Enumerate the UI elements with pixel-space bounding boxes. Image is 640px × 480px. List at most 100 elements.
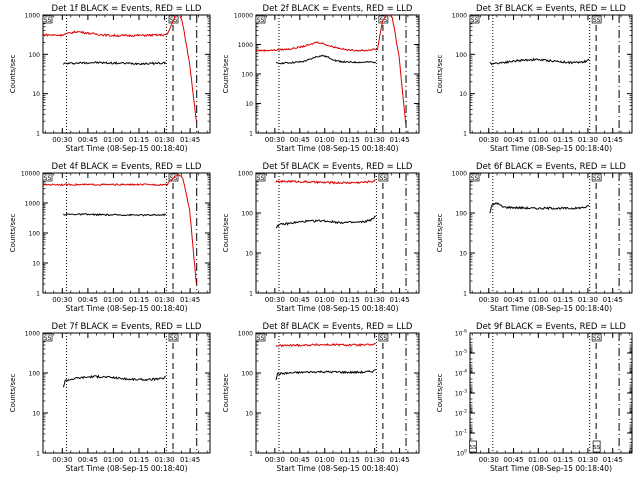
y-tick-label: 1: [249, 131, 253, 138]
y-tick-label: 1: [36, 131, 40, 138]
x-tick-label: 01:30: [365, 296, 385, 304]
x-tick-label: 01:30: [578, 456, 598, 464]
ss-marker-label: SS: [593, 445, 600, 451]
plot-frame: [255, 172, 420, 294]
y-tick-label: 100: [29, 52, 41, 59]
events-series-line: [275, 215, 376, 229]
ss-marker-label: SS: [593, 17, 601, 24]
x-tick-label: 01:00: [528, 296, 548, 304]
ss-marker-label: SS: [257, 17, 265, 24]
x-axis-label: Start Time (08-Sep-15 00:18:40): [277, 304, 399, 313]
ss-marker-box: [591, 333, 602, 342]
y-tick-label: 10-1: [455, 429, 467, 438]
y-tick-label: 10: [32, 91, 40, 98]
events-series-line: [62, 374, 166, 388]
x-tick-label: 01:15: [553, 136, 573, 144]
x-tick-label: 01:30: [154, 456, 174, 464]
x-tick-label: 00:45: [290, 136, 310, 144]
x-tick-label: 01:15: [553, 296, 573, 304]
ss-marker-box: [591, 173, 602, 182]
x-tick-label: 00:30: [52, 136, 72, 144]
x-tick-label: 01:30: [365, 136, 385, 144]
y-tick-label: 1: [249, 451, 253, 458]
x-tick-label: 01:30: [154, 136, 174, 144]
x-tick-label: 01:00: [103, 136, 123, 144]
x-tick-label: 01:45: [180, 136, 200, 144]
lld-series-line: [43, 15, 197, 122]
events-series-line: [275, 369, 376, 381]
detector-panel-8: Det 8f BLACK = Events, RED = LLD 1 10 100 10…: [222, 322, 420, 473]
ss-marker-box: [255, 15, 266, 24]
x-tick-label: 01:00: [315, 456, 335, 464]
panel-title: Det 3f BLACK = Events, RED = LLD: [476, 4, 626, 14]
detector-panel-2: Det 2f BLACK = Events, RED = LLD 1 10 100 10…: [222, 4, 420, 153]
y-tick-label: 100: [242, 371, 254, 378]
y-tick-label: 10-3: [455, 389, 467, 398]
y-tick-label: 100: [456, 52, 468, 59]
ss-marker-label: SS: [471, 17, 479, 24]
ss-marker-box: [469, 440, 477, 453]
plot-frame: [42, 172, 211, 294]
ss-marker-label: SS: [44, 17, 52, 24]
y-tick-label: 100: [242, 211, 254, 218]
x-tick-label: 00:45: [290, 296, 310, 304]
events-series-line: [489, 202, 590, 214]
plot-frame: [42, 332, 211, 454]
y-tick-label: 100: [456, 211, 468, 218]
y-tick-label: 10: [459, 91, 467, 98]
y-tick-label: 10-5: [455, 349, 467, 358]
ss-marker-box: [42, 333, 53, 342]
y-tick-label: 1000: [238, 331, 253, 338]
x-axis-label: Start Time (08-Sep-15 00:18:40): [277, 464, 399, 473]
detector-panel-9: Det 9f BLACK = Events, RED = LLD 100 10-1 1…: [436, 322, 633, 473]
y-tick-label: 1000: [452, 171, 467, 178]
x-tick-label: 01:45: [390, 456, 410, 464]
lld-series-line: [275, 179, 377, 185]
ss-marker-label: SS: [44, 175, 52, 182]
detector-panel-3: Det 3f BLACK = Events, RED = LLD 1 10 100 10…: [436, 4, 633, 153]
x-tick-label: 00:30: [265, 136, 285, 144]
lld-series-line: [256, 15, 407, 125]
y-tick-label: 1: [36, 291, 40, 298]
ss-marker-box: [168, 333, 179, 342]
y-tick-label: 1: [463, 131, 467, 138]
ss-marker-box: [255, 333, 266, 342]
x-tick-label: 00:45: [78, 136, 98, 144]
plot-frame: [255, 14, 420, 134]
x-tick-label: 01:15: [340, 296, 360, 304]
x-tick-label: 01:45: [603, 136, 623, 144]
plot-frame: [42, 14, 211, 134]
y-axis-label: Counts/sec: [9, 214, 17, 253]
x-tick-label: 01:00: [315, 136, 335, 144]
x-axis-label: Start Time (08-Sep-15 00:18:40): [490, 464, 612, 473]
x-axis-label: Start Time (08-Sep-15 00:18:40): [66, 304, 188, 313]
y-axis-label: Counts/sec: [222, 214, 230, 253]
panel-title: Det 7f BLACK = Events, RED = LLD: [52, 322, 202, 332]
ss-marker-label: SS: [593, 335, 601, 342]
y-tick-label: 10: [32, 411, 40, 418]
ss-marker-label: SS: [593, 175, 601, 182]
events-series-line: [276, 54, 377, 65]
x-tick-label: 01:00: [528, 136, 548, 144]
panel-title: Det 9f BLACK = Events, RED = LLD: [476, 322, 626, 332]
y-tick-label: 1: [463, 291, 467, 298]
detector-panel-5: Det 5f BLACK = Events, RED = LLD 1 10 100 10…: [222, 162, 420, 313]
ss-marker-box: [469, 15, 480, 24]
x-tick-label: 01:45: [603, 296, 623, 304]
x-tick-label: 01:00: [315, 296, 335, 304]
y-axis-label: Counts/sec: [436, 374, 444, 413]
panel-title: Det 1f BLACK = Events, RED = LLD: [52, 4, 202, 14]
x-tick-label: 00:45: [290, 456, 310, 464]
x-tick-label: 01:45: [390, 136, 410, 144]
x-tick-label: 01:15: [129, 136, 149, 144]
x-tick-label: 01:15: [129, 296, 149, 304]
x-tick-label: 01:15: [340, 136, 360, 144]
panel-title: Det 4f BLACK = Events, RED = LLD: [52, 162, 202, 172]
x-tick-label: 00:45: [503, 296, 523, 304]
x-tick-label: 01:30: [154, 296, 174, 304]
y-tick-label: 10000: [21, 171, 40, 178]
ss-marker-label: SS: [257, 335, 265, 342]
y-axis-label: Counts/sec: [436, 214, 444, 253]
plot-frame: [469, 172, 633, 294]
ss-marker-box: [42, 173, 53, 182]
